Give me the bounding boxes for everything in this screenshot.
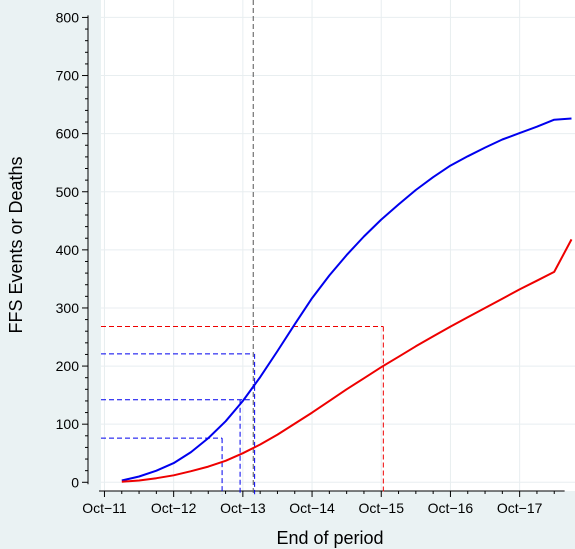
axes: 0 100 200 300 400 500 600 700 800 Oct−11 Oct−12 Oct…	[56, 9, 565, 516]
x-tick-label: Oct−15	[358, 500, 404, 516]
grid-lines	[101, 0, 575, 491]
reference-lines	[101, 0, 384, 495]
x-tick-label: Oct−14	[289, 500, 335, 516]
y-tick-label: 500	[56, 184, 80, 200]
y-tick-label: 600	[56, 126, 80, 142]
x-tick-label: Oct−11	[82, 500, 127, 516]
x-tick-label: Oct−13	[220, 500, 266, 516]
y-tick-label: 400	[56, 242, 80, 258]
series-line-2	[121, 238, 573, 483]
y-tick-label: 300	[56, 300, 80, 316]
x-tick-label: Oct−16	[428, 500, 474, 516]
y-tick-label: 200	[56, 358, 80, 374]
series-lines	[121, 117, 573, 483]
x-tick-label: Oct−17	[497, 500, 543, 516]
plot-area	[101, 0, 575, 491]
x-tick-label: Oct−12	[151, 500, 197, 516]
y-tick-label: 0	[71, 474, 79, 490]
y-tick-label: 100	[56, 416, 80, 432]
x-axis-title: End of period	[276, 528, 383, 548]
series-line-1	[121, 117, 572, 482]
y-axis-title: FFS Events or Deaths	[6, 156, 26, 333]
y-tick-label: 700	[56, 68, 80, 84]
y-tick-label: 800	[56, 9, 80, 25]
